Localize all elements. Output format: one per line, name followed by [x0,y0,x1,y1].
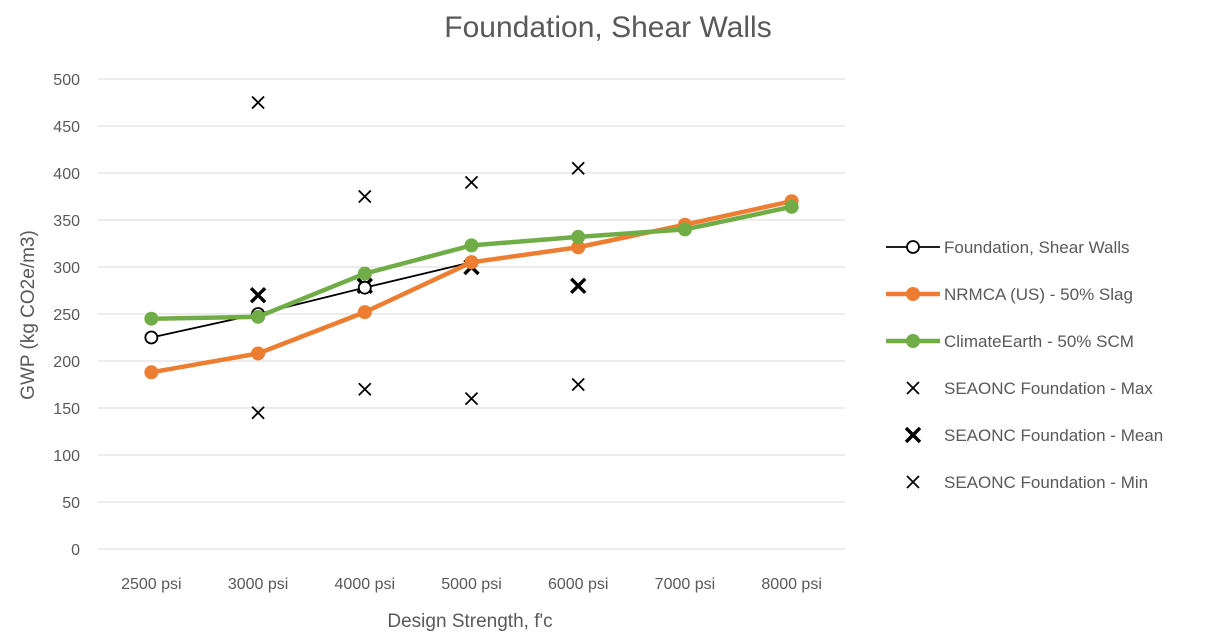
series-seaonc-foundation-max-point-6000-psi-b [571,161,585,175]
legend-item-foundation-shear-walls: Foundation, Shear Walls [886,238,1130,257]
legend-item-seaonc-foundation-max-swatch-marker [906,381,920,395]
x-tick-label-4000-psi: 4000 psi [335,576,396,593]
series-seaonc-foundation-max-point-3000-psi-b [251,95,265,110]
series-foundation-shear-walls-point-2500-psi [144,330,159,345]
x-tick-label-6000-psi: 6000 psi [548,576,609,593]
series-seaonc-foundation-max-point-6000-psi [571,161,585,175]
legend-item-nrmca-us-50-slag-label: NRMCA (US) - 50% Slag [944,285,1133,304]
y-tick-label-300: 300 [53,260,80,277]
y-tick-label-50: 50 [62,495,80,512]
series-climateearth-50-scm [144,199,799,326]
y-tick-label-350: 350 [53,213,80,230]
y-tick-label-200: 200 [53,354,80,371]
series-nrmca-us-50-slag-point-3000-psi [251,346,266,361]
series-seaonc-foundation-min [251,377,585,420]
series-seaonc-foundation-min-point-3000-psi-b [251,406,265,420]
series-seaonc-foundation-min-point-6000-psi [571,377,585,392]
y-tick-label-100: 100 [53,448,80,465]
legend-item-seaonc-foundation-min-label: SEAONC Foundation - Min [944,473,1148,492]
series-climateearth-50-scm-point-6000-psi [571,229,586,244]
series-seaonc-foundation-max-point-4000-psi-b [358,189,372,204]
y-tick-label-250: 250 [53,307,80,324]
y-tick-label-400: 400 [53,166,80,183]
series-climateearth-50-scm-point-5000-psi [464,238,479,253]
series-seaonc-foundation-min-point-3000-psi [251,406,265,420]
y-tick-label-150: 150 [53,401,80,418]
series-nrmca-us-50-slag-point-4000-psi [357,305,372,320]
series-nrmca-us-50-slag [144,194,799,380]
series-climateearth-50-scm-point-3000-psi [251,309,266,324]
x-tick-label-7000-psi: 7000 psi [655,576,716,593]
series-seaonc-foundation-mean-point-3000-psi [249,286,267,304]
series-nrmca-us-50-slag-point-2500-psi [144,365,159,380]
series-seaonc-foundation-mean-point-3000-psi-b [249,286,267,304]
series-seaonc-foundation-min-point-4000-psi [358,382,372,396]
series-seaonc-foundation-min-point-5000-psi-b [464,391,479,406]
series-seaonc-foundation-max-point-5000-psi-b [464,175,479,190]
series-climateearth-50-scm-point-8000-psi [784,199,799,214]
legend-item-seaonc-foundation-min-swatch-marker [906,475,920,489]
legend-item-seaonc-foundation-max: SEAONC Foundation - Max [906,379,1153,398]
series-seaonc-foundation-min-point-4000-psi-b [358,382,372,396]
series-seaonc-foundation-max [251,95,585,204]
x-tick-label-5000-psi: 5000 psi [441,576,502,593]
series-seaonc-foundation-max-point-3000-psi [251,95,265,110]
series-climateearth-50-scm-point-2500-psi [144,311,159,326]
legend-item-climateearth-50-scm: ClimateEarth - 50% SCM [886,332,1134,351]
chart-title: Foundation, Shear Walls [444,11,771,44]
legend-item-climateearth-50-scm-label: ClimateEarth - 50% SCM [944,332,1134,351]
legend-item-seaonc-foundation-mean-label: SEAONC Foundation - Mean [944,426,1163,445]
series-seaonc-foundation-mean [249,258,587,304]
plot-series [144,95,799,420]
legend-item-nrmca-us-50-slag: NRMCA (US) - 50% Slag [886,285,1133,304]
series-foundation-shear-walls-line [151,261,472,339]
series-nrmca-us-50-slag-point-6000-psi [571,240,586,255]
legend-item-seaonc-foundation-mean-swatch-marker [904,426,922,444]
series-seaonc-foundation-mean-point-6000-psi [570,277,587,295]
y-axis-ticks: 0 50 100 150 200 250 300 350 400 450 500 [53,72,80,559]
legend-item-nrmca-us-50-slag-swatch-marker [906,287,920,301]
legend-item-seaonc-foundation-mean: SEAONC Foundation - Mean [904,426,1163,445]
legend-item-foundation-shear-walls-swatch-marker [906,240,920,254]
series-foundation-shear-walls-point-4000-psi [357,280,372,295]
series-seaonc-foundation-max-point-5000-psi [464,175,479,190]
series-climateearth-50-scm-point-4000-psi [357,266,372,281]
legend-item-climateearth-50-scm-swatch-marker [906,334,920,348]
legend-item-seaonc-foundation-max-label: SEAONC Foundation - Max [944,379,1153,398]
series-seaonc-foundation-mean-point-6000-psi-b [570,277,587,295]
x-tick-label-8000-psi: 8000 psi [761,576,822,593]
x-tick-label-2500-psi: 2500 psi [121,576,182,593]
x-tick-label-3000-psi: 3000 psi [228,576,289,593]
legend: Foundation, Shear Walls NRMCA (US) - 50% … [886,238,1163,492]
series-seaonc-foundation-max-point-4000-psi [358,189,372,204]
x-axis-ticks: 2500 psi 3000 psi 4000 psi 5000 psi 6000 psi… [121,576,822,593]
series-climateearth-50-scm-point-7000-psi [677,222,692,237]
y-tick-label-450: 450 [53,119,80,136]
legend-item-seaonc-foundation-mean-swatch-marker-b [904,426,922,444]
series-seaonc-foundation-min-point-6000-psi-b [571,377,585,392]
legend-item-seaonc-foundation-min-swatch-marker-b [906,475,920,489]
gridlines [98,78,845,550]
y-tick-label-0: 0 [71,542,80,559]
x-axis-label: Design Strength, f'c [387,611,552,632]
legend-item-seaonc-foundation-min: SEAONC Foundation - Min [906,473,1148,492]
y-axis-label: GWP (kg CO2e/m3) [18,230,39,400]
series-seaonc-foundation-min-point-5000-psi [464,391,479,406]
y-tick-label-500: 500 [53,72,80,89]
series-nrmca-us-50-slag-point-5000-psi [464,255,479,270]
legend-item-seaonc-foundation-max-swatch-marker-b [906,381,920,395]
legend-item-foundation-shear-walls-label: Foundation, Shear Walls [944,238,1130,257]
